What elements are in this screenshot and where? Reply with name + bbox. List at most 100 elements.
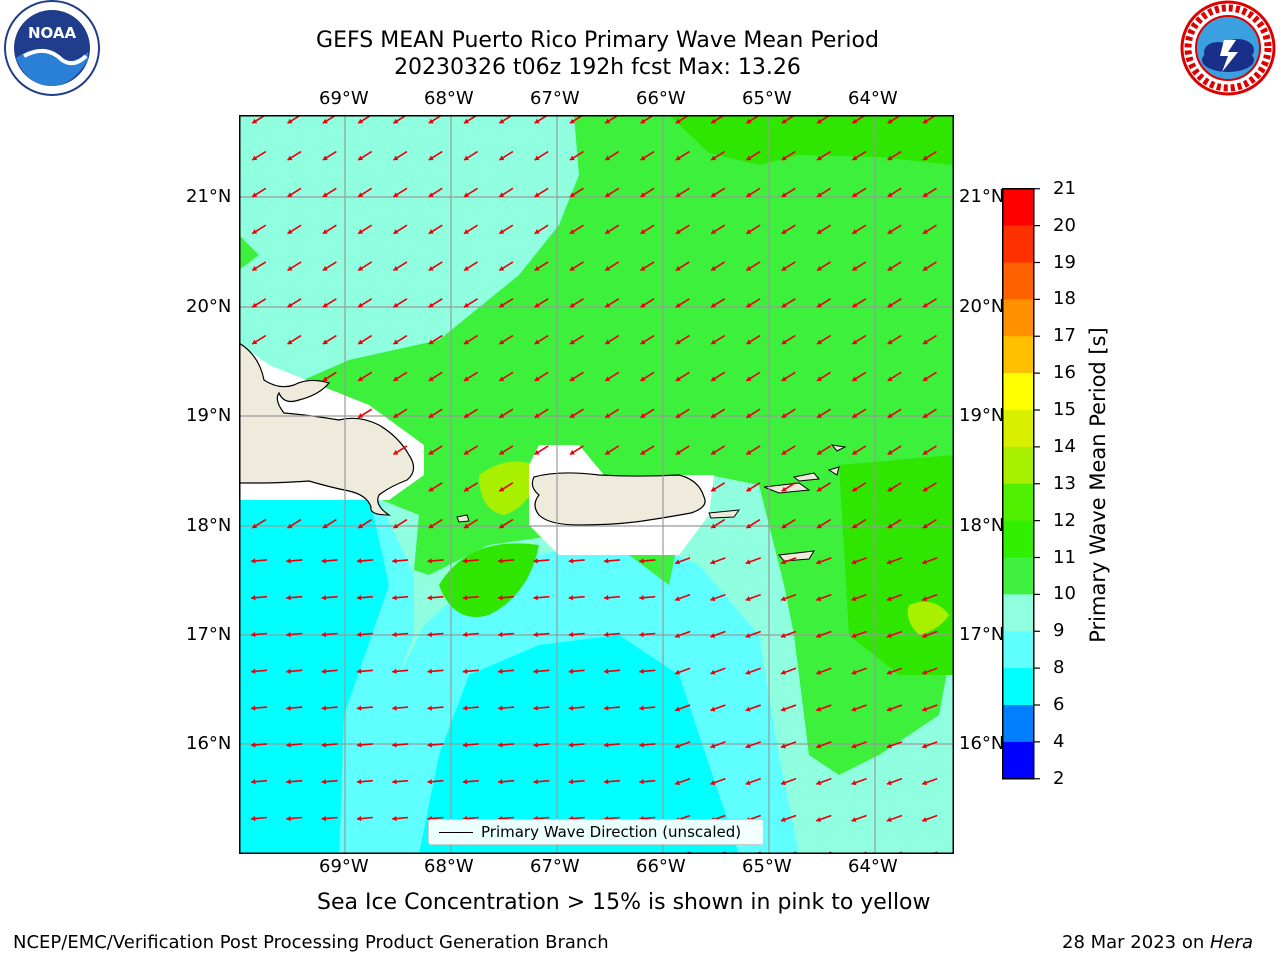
- wave-arrow-head: [534, 229, 540, 234]
- wave-arrow-head: [781, 523, 787, 529]
- wave-arrow-head: [746, 155, 752, 161]
- wave-arrow-head: [533, 742, 538, 748]
- wave-arrow-head: [887, 192, 893, 197]
- wave-arrow-head: [922, 523, 928, 529]
- wave-arrow-head: [427, 668, 432, 674]
- wave-arrow-head: [710, 780, 716, 786]
- wave-arrow-head: [569, 376, 575, 381]
- nws-logo: [1180, 0, 1276, 96]
- wave-arrow-head: [464, 449, 470, 455]
- lon-label-bottom-69w: 69°W: [319, 856, 369, 877]
- wave-arrow-head: [604, 595, 609, 601]
- wave-arrow-head: [711, 229, 717, 234]
- wave-arrow-head: [746, 302, 752, 308]
- wave-arrow-head: [569, 339, 575, 345]
- wave-arrow-head: [852, 229, 858, 234]
- wave-arrow-head: [533, 595, 538, 601]
- wave-arrow-head: [534, 192, 540, 197]
- wave-arrow-head: [604, 668, 609, 674]
- wave-arrow-head: [640, 155, 646, 161]
- wave-arrow-head: [499, 449, 505, 455]
- colorbar-block: [1002, 373, 1034, 411]
- colorbar-block: [1002, 741, 1034, 780]
- wave-arrow-head: [356, 815, 362, 822]
- wave-arrow-head: [534, 376, 540, 381]
- wave-arrow-head: [568, 668, 574, 674]
- wave-arrow-head: [322, 339, 328, 345]
- wave-arrow-head: [781, 339, 787, 345]
- wave-arrow-head: [428, 229, 434, 234]
- wave-arrow-head: [534, 449, 540, 455]
- wave-arrow-head: [568, 742, 574, 748]
- wave-arrow-head: [569, 192, 575, 197]
- wave-arrow-head: [569, 118, 575, 124]
- wave-arrow-head: [252, 229, 258, 234]
- wave-arrow-head: [393, 265, 399, 271]
- wave-arrow-head: [675, 559, 680, 565]
- wave-arrow-head: [745, 706, 751, 712]
- wave-arrow-head: [499, 265, 505, 271]
- wave-arrow-head: [675, 192, 681, 197]
- wave-arrow-head: [287, 229, 293, 234]
- wave-arrow-head: [886, 816, 892, 823]
- wave-arrow-head: [710, 706, 716, 712]
- footer-host: Hera: [1209, 932, 1254, 953]
- wave-arrow-head: [886, 743, 892, 749]
- wave-arrow-head: [499, 302, 505, 308]
- wave-arrow-head: [464, 413, 470, 418]
- lat-label-left-21n: 21°N: [186, 186, 232, 207]
- wave-arrow-head: [392, 668, 397, 674]
- wave-arrow-head: [321, 631, 327, 638]
- wave-arrow-head: [462, 631, 468, 638]
- wave-arrow-head: [887, 339, 893, 345]
- wave-arrow-head: [922, 486, 928, 492]
- colorbar-tick-label: 20: [1053, 214, 1076, 236]
- wave-arrow-head: [393, 449, 399, 455]
- lon-label-top-64w: 64°W: [848, 88, 898, 109]
- wave-arrow-head: [675, 265, 681, 271]
- wave-arrow-head: [852, 192, 858, 197]
- wave-arrow-head: [358, 413, 364, 418]
- wave-arrow-head: [852, 339, 858, 345]
- lat-label-right-20n: 20°N: [959, 296, 1005, 317]
- wave-arrow-head: [464, 155, 470, 161]
- wave-arrow-head: [252, 192, 258, 197]
- wave-arrow-head: [498, 595, 503, 601]
- wave-arrow-head: [464, 376, 470, 381]
- wave-arrow-head: [393, 118, 399, 124]
- wave-arrow-head: [464, 339, 470, 345]
- colorbar-block: [1002, 631, 1034, 669]
- wave-arrow-head: [464, 302, 470, 308]
- wave-arrow-head: [498, 742, 503, 748]
- lon-label-bottom-64w: 64°W: [848, 856, 898, 877]
- wave-arrow-head: [322, 192, 328, 197]
- wave-arrow-head: [287, 192, 293, 197]
- wave-arrow-head: [321, 742, 327, 748]
- wave-arrow-head: [428, 155, 434, 161]
- wave-arrow-head: [533, 558, 538, 564]
- wave-arrow-head: [675, 339, 681, 345]
- wave-arrow-head: [286, 595, 291, 601]
- wave-arrow-head: [321, 815, 327, 822]
- wave-arrow-head: [746, 192, 752, 197]
- wave-arrow-head: [817, 413, 823, 418]
- wave-arrow-head: [534, 118, 540, 124]
- wave-arrow-head: [816, 816, 822, 823]
- wave-arrow-head: [780, 596, 786, 602]
- wave-arrow-head: [286, 815, 291, 822]
- wave-arrow-head: [711, 339, 717, 345]
- wave-arrow-head: [286, 558, 291, 564]
- wave-arrow-head: [462, 668, 468, 674]
- wave-arrow-head: [569, 229, 575, 234]
- colorbar-tick-label: 13: [1053, 472, 1076, 494]
- colorbar-tick-label: 2: [1053, 767, 1065, 789]
- field-period-11: [269, 115, 954, 775]
- wave-arrow-head: [605, 192, 611, 197]
- wave-arrow-head: [640, 339, 646, 345]
- wave-arrow-head: [745, 780, 751, 786]
- lat-label-left-16n: 16°N: [186, 733, 232, 754]
- wave-arrow-head: [711, 265, 717, 271]
- wave-arrow-head: [321, 595, 327, 601]
- wave-arrow-head: [427, 595, 432, 601]
- lat-label-left-19n: 19°N: [186, 405, 232, 426]
